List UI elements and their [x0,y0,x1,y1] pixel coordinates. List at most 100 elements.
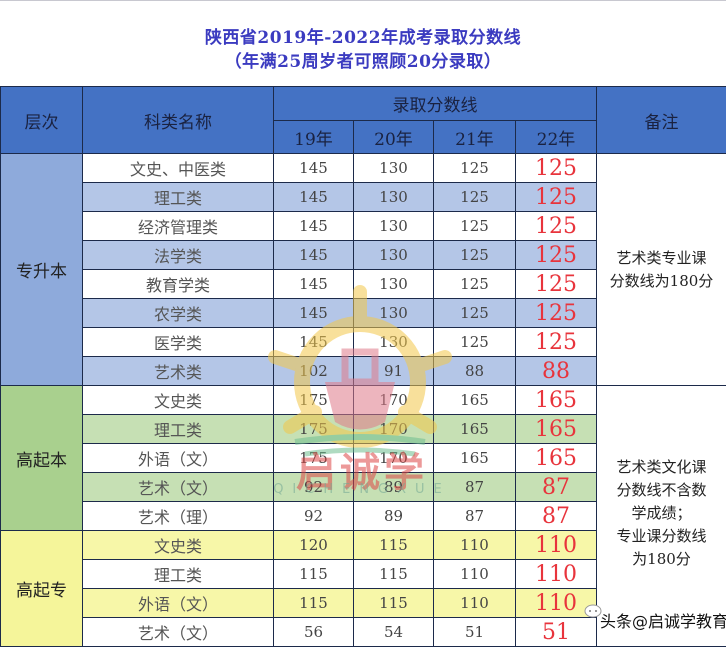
score-21: 125 [434,154,516,183]
score-19: 175 [274,444,354,473]
page-subtitle: （年满25周岁者可照顾20分录取） [0,47,726,72]
score-22: 125 [516,328,597,357]
score-21: 87 [434,502,516,531]
score-19: 145 [274,299,354,328]
score-21: 165 [434,386,516,415]
score-21: 125 [434,212,516,241]
score-21: 125 [434,183,516,212]
category-cell: 艺术（文） [83,618,274,647]
score-19: 145 [274,212,354,241]
score-20: 170 [354,386,434,415]
note-cell-zsb: 艺术类专业课 分数线为180分 [597,154,726,386]
score-19: 175 [274,415,354,444]
score-19: 115 [274,589,354,618]
header-year-20: 20年 [354,121,434,154]
score-20: 130 [354,299,434,328]
score-19: 145 [274,154,354,183]
score-22: 110 [516,531,597,560]
score-20: 89 [354,502,434,531]
header-year-19: 19年 [274,121,354,154]
score-21: 165 [434,415,516,444]
score-19: 92 [274,473,354,502]
score-20: 91 [354,357,434,386]
score-22: 87 [516,502,597,531]
note-line: 艺术类文化课 [597,456,726,479]
category-cell: 外语（文） [83,589,274,618]
score-20: 89 [354,473,434,502]
title-area: 陕西省2019年-2022年成考录取分数线 （年满25周岁者可照顾20分录取） [0,0,726,86]
category-cell: 经济管理类 [83,212,274,241]
note-line: 分数线为180分 [597,270,726,293]
score-21: 88 [434,357,516,386]
header-category: 科类名称 [83,87,274,154]
score-20: 130 [354,212,434,241]
score-20: 130 [354,241,434,270]
score-20: 170 [354,415,434,444]
category-cell: 教育学类 [83,270,274,299]
score-22: 125 [516,299,597,328]
note-line: 学成绩； [597,502,726,525]
score-22: 165 [516,386,597,415]
score-19: 115 [274,560,354,589]
category-cell: 医学类 [83,328,274,357]
note-line: 为180分 [597,548,726,571]
score-22: 125 [516,154,597,183]
score-22: 51 [516,618,597,647]
score-21: 51 [434,618,516,647]
category-cell: 法学类 [83,241,274,270]
category-cell: 外语（文） [83,444,274,473]
score-21: 125 [434,270,516,299]
score-20: 115 [354,531,434,560]
score-19: 145 [274,241,354,270]
score-19: 120 [274,531,354,560]
source-credit: 头条@启诚学教育 [600,608,726,632]
score-19: 145 [274,328,354,357]
score-22: 125 [516,212,597,241]
category-cell: 文史类 [83,531,274,560]
score-20: 170 [354,444,434,473]
score-19: 175 [274,386,354,415]
header-notes: 备注 [597,87,726,154]
score-22: 165 [516,415,597,444]
score-20: 130 [354,328,434,357]
score-19: 145 [274,183,354,212]
score-22: 110 [516,560,597,589]
score-20: 115 [354,560,434,589]
score-22: 87 [516,473,597,502]
score-19: 92 [274,502,354,531]
category-cell: 艺术（理） [83,502,274,531]
header-year-22: 22年 [516,121,597,154]
score-19: 102 [274,357,354,386]
category-cell: 文史类 [83,386,274,415]
score-20: 130 [354,183,434,212]
category-cell: 艺术类 [83,357,274,386]
header-year-21: 21年 [434,121,516,154]
category-cell: 理工类 [83,183,274,212]
table-row: 专升本 文史、中医类 145 130 125 125 艺术类专业课 分数线为18… [1,154,726,183]
score-19: 56 [274,618,354,647]
score-table: 层次 科类名称 录取分数线 备注 19年 20年 21年 22年 专升本 文史、… [0,86,726,647]
score-21: 110 [434,531,516,560]
score-22: 125 [516,183,597,212]
score-20: 130 [354,154,434,183]
score-20: 130 [354,270,434,299]
level-cell-gqb: 高起本 [1,386,83,531]
score-20: 115 [354,589,434,618]
score-20: 54 [354,618,434,647]
header-level: 层次 [1,87,83,154]
score-21: 87 [434,473,516,502]
score-21: 110 [434,560,516,589]
category-cell: 艺术（文） [83,473,274,502]
score-21: 125 [434,241,516,270]
table-row: 高起本 文史类 175 170 165 165 艺术类文化课 分数线不含数 学成… [1,386,726,415]
note-line: 分数线不含数 [597,479,726,502]
category-cell: 理工类 [83,560,274,589]
score-22: 125 [516,241,597,270]
score-19: 145 [274,270,354,299]
level-cell-zsb: 专升本 [1,154,83,386]
score-22: 165 [516,444,597,473]
score-21: 125 [434,328,516,357]
page-title: 陕西省2019年-2022年成考录取分数线 [0,23,726,48]
category-cell: 农学类 [83,299,274,328]
score-22: 125 [516,270,597,299]
